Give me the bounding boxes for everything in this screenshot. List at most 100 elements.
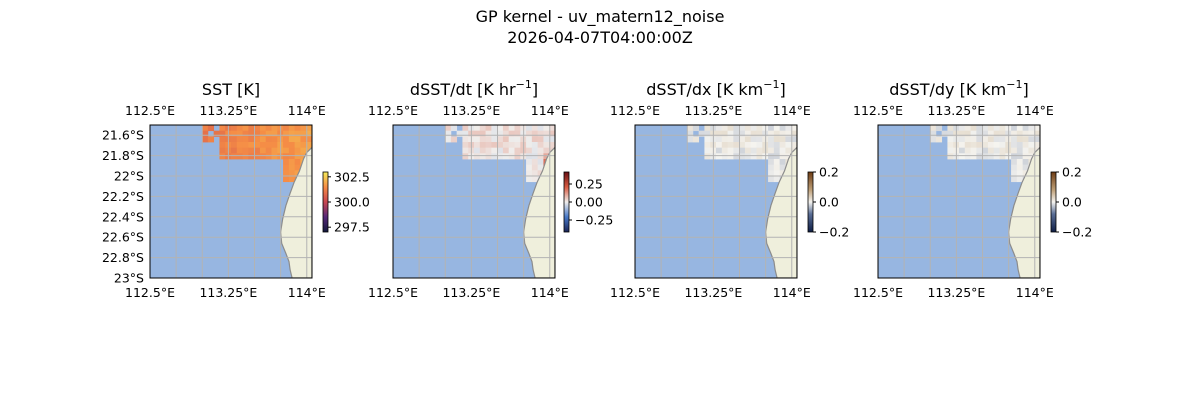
data-cell <box>999 125 1006 132</box>
data-cell <box>306 142 312 149</box>
data-cell <box>744 142 752 149</box>
data-cell <box>231 136 238 143</box>
data-cell <box>947 153 954 160</box>
data-cell <box>733 125 740 132</box>
data-cell <box>543 125 550 132</box>
data-cell <box>265 136 272 143</box>
data-cell <box>265 125 272 132</box>
data-cell <box>947 136 954 143</box>
data-cell <box>779 153 786 160</box>
colorbar-tick-label: 0.00 <box>575 195 603 210</box>
colorbar-tick-label: 0.2 <box>819 165 839 180</box>
gridlines <box>393 125 555 278</box>
data-cell <box>733 147 740 154</box>
data-cell <box>259 147 267 154</box>
data-cell <box>982 125 989 132</box>
data-cell <box>462 125 469 132</box>
data-cell <box>976 142 983 149</box>
bottom-tick-label: 114°E <box>1016 285 1054 300</box>
data-cell <box>970 136 977 143</box>
data-cell <box>526 136 533 143</box>
data-cell <box>721 147 728 154</box>
data-cell <box>474 142 481 149</box>
data-cell <box>294 159 301 166</box>
data-cell <box>531 130 539 137</box>
data-cell <box>543 136 550 143</box>
data-cell <box>999 130 1006 137</box>
colorbar: 0.2 0.0 −0.2 <box>807 165 849 240</box>
data-cell <box>300 153 307 160</box>
data-cell <box>1022 153 1029 160</box>
data-cell <box>959 125 966 132</box>
land-area <box>764 146 797 278</box>
top-tick-label: 114°E <box>1016 103 1054 118</box>
data-cell <box>970 125 977 132</box>
data-cell <box>508 125 515 132</box>
data-cell <box>785 125 792 132</box>
data-cell <box>271 136 278 143</box>
data-cell <box>254 153 261 160</box>
panel-dsst-dt: dSST/dt [K hr−1] 112.5°E 113.25°E 114°E 112… <box>368 78 613 300</box>
data-cell <box>1011 159 1018 166</box>
data-cell <box>254 130 261 137</box>
data-cell <box>941 130 948 137</box>
data-cell <box>242 153 249 160</box>
data-cell <box>773 159 781 166</box>
data-cell <box>1022 164 1029 171</box>
data-cell <box>502 147 510 154</box>
data-cell <box>1016 136 1024 143</box>
colorbar-gradient <box>563 171 570 233</box>
data-cell <box>462 142 469 149</box>
data-cell <box>999 153 1006 160</box>
data-cell <box>537 130 544 137</box>
data-cell <box>288 159 296 166</box>
data-cell <box>271 147 278 154</box>
data-cell <box>959 142 966 149</box>
data-cell <box>526 142 533 149</box>
data-cell <box>779 125 786 132</box>
data-cell <box>531 153 539 160</box>
data-cell <box>716 125 723 132</box>
data-cell <box>219 130 226 137</box>
data-cell <box>474 130 481 137</box>
data-cell <box>485 147 492 154</box>
data-cell <box>993 136 1000 143</box>
panel-title: SST [K] <box>202 80 260 99</box>
data-cell <box>485 153 492 160</box>
data-cell <box>531 170 539 177</box>
data-cell <box>479 142 486 149</box>
land-area <box>279 146 312 278</box>
data-cell <box>716 147 723 154</box>
data-cell <box>1028 125 1035 132</box>
data-cell <box>739 136 746 143</box>
colorbar-gradient <box>322 171 329 233</box>
panel-sst: SST [K] 112.5°E 113.25°E 114°E 112.5°E 113.2… <box>102 80 370 300</box>
colorbar-tick-label: 300.0 <box>334 195 370 210</box>
data-cell <box>739 142 746 149</box>
gridlines <box>635 125 797 278</box>
data-cell <box>497 130 504 137</box>
data-cell <box>531 125 539 132</box>
bottom-tick-label: 112.5°E <box>368 285 418 300</box>
data-cell <box>497 136 504 143</box>
data-cell <box>721 130 728 137</box>
data-cell <box>526 164 533 171</box>
data-cell <box>1011 136 1018 143</box>
data-cell <box>474 136 481 143</box>
data-cell <box>537 164 544 171</box>
data-cell <box>502 142 510 149</box>
data-cell <box>773 142 781 149</box>
left-tick-label: 21.8°S <box>102 148 144 163</box>
data-cell <box>288 130 296 137</box>
data-cell <box>773 164 781 171</box>
data-cell <box>526 159 533 166</box>
data-cell <box>1022 159 1029 166</box>
data-cell <box>300 136 307 143</box>
top-tick-label: 112.5°E <box>368 103 418 118</box>
data-cell <box>543 142 550 149</box>
colorbar: 0.2 0.0 −0.2 <box>1050 165 1092 240</box>
data-cell <box>259 136 267 143</box>
data-cell <box>721 142 728 149</box>
data-cell <box>283 142 290 149</box>
data-cell <box>242 142 249 149</box>
